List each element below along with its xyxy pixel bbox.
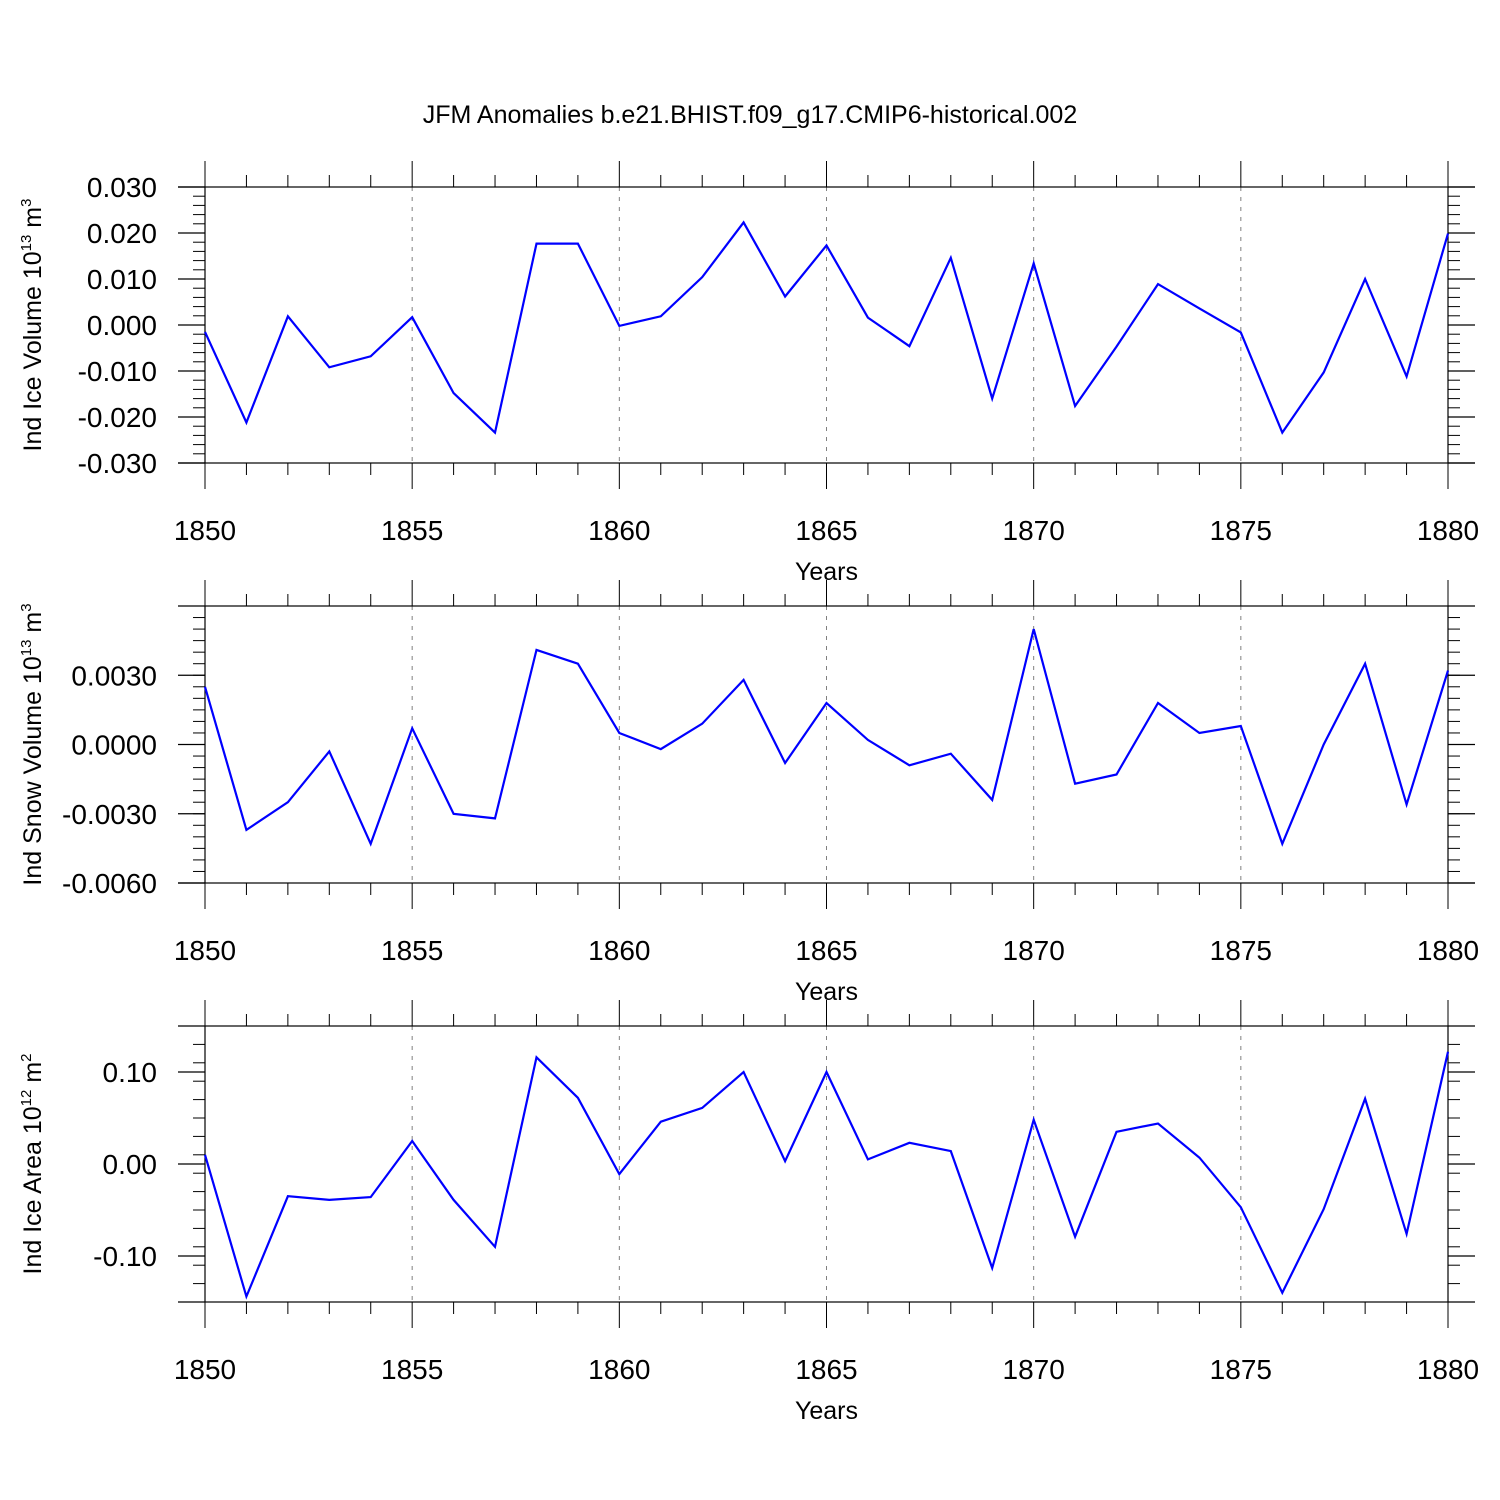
y-label-text: m xyxy=(19,612,47,640)
panel-3: 0.10 0.00 -0.10 1850 1855 1860 1865 1870 1875 188… xyxy=(18,1000,1479,1425)
x-tick-label: 1850 xyxy=(174,935,236,966)
y-tick-label: 0.00 xyxy=(103,1149,158,1180)
x-tick-label: 1865 xyxy=(795,935,857,966)
y-tick-label: -0.0030 xyxy=(62,799,157,830)
y-tick-label: 0.020 xyxy=(87,218,157,249)
x-tick-label: 1880 xyxy=(1417,1354,1479,1385)
y-label-text: Ind Ice Area 10 xyxy=(19,1106,47,1274)
x-tick-label: 1865 xyxy=(795,1354,857,1385)
x-tick-label: 1875 xyxy=(1210,1354,1272,1385)
y-tick-label: -0.0060 xyxy=(62,868,157,899)
x-tick-label: 1860 xyxy=(588,515,650,546)
y-tick-label: 0.000 xyxy=(87,310,157,341)
x-tick-label: 1850 xyxy=(174,515,236,546)
x-tick-label: 1880 xyxy=(1417,935,1479,966)
y-label-text: m xyxy=(19,207,47,235)
x-tick-label: 1880 xyxy=(1417,515,1479,546)
y-axis-label: Ind Ice Area 1012 m2 xyxy=(18,1054,47,1275)
y-tick-label: 0.030 xyxy=(87,172,157,203)
x-axis-label: Years xyxy=(795,1397,858,1425)
y-label-text: m xyxy=(19,1062,47,1090)
y-label-exponent: 3 xyxy=(18,603,35,611)
y-label-text: Ind Ice Volume 10 xyxy=(19,251,47,451)
x-tick-label: 1860 xyxy=(588,1354,650,1385)
panel-1: 0.030 0.020 0.010 0.000 -0.010 -0.020 -0.030 18… xyxy=(18,161,1479,586)
panel-2: 0.0030 0.0000 -0.0030 -0.0060 1850 1855 1860 18… xyxy=(18,580,1479,1006)
y-axis-label: Ind Ice Volume 1013 m3 xyxy=(18,199,47,452)
x-tick-label: 1860 xyxy=(588,935,650,966)
y-label-exponent: 2 xyxy=(18,1054,35,1062)
y-tick-label: -0.020 xyxy=(78,402,157,433)
y-tick-label: -0.030 xyxy=(78,448,157,479)
series-line xyxy=(203,220,1450,435)
x-tick-label: 1870 xyxy=(1003,935,1065,966)
x-tick-label: 1870 xyxy=(1003,515,1065,546)
x-tick-label: 1855 xyxy=(381,1354,443,1385)
x-tick-label: 1850 xyxy=(174,1354,236,1385)
y-label-text: Ind Snow Volume 10 xyxy=(19,656,47,885)
y-tick-label: 0.0000 xyxy=(71,730,157,761)
x-tick-label: 1855 xyxy=(381,515,443,546)
x-tick-label: 1870 xyxy=(1003,1354,1065,1385)
y-tick-label: 0.10 xyxy=(103,1057,158,1088)
y-label-exponent: 13 xyxy=(18,235,35,252)
x-tick-label: 1855 xyxy=(381,935,443,966)
y-label-exponent: 12 xyxy=(18,1090,35,1107)
y-tick-label: 0.0030 xyxy=(71,660,157,691)
y-tick-label: 0.010 xyxy=(87,264,157,295)
y-label-exponent: 3 xyxy=(18,199,35,207)
series-line xyxy=(203,1051,1450,1300)
y-tick-label: -0.10 xyxy=(93,1241,157,1272)
series-line xyxy=(203,628,1450,847)
y-axis-label: Ind Snow Volume 1013 m3 xyxy=(18,603,47,885)
x-tick-label: 1865 xyxy=(795,515,857,546)
y-label-exponent: 13 xyxy=(18,640,35,657)
y-tick-label: -0.010 xyxy=(78,356,157,387)
figure-title: JFM Anomalies b.e21.BHIST.f09_g17.CMIP6-… xyxy=(423,101,1077,129)
x-tick-label: 1875 xyxy=(1210,935,1272,966)
x-tick-label: 1875 xyxy=(1210,515,1272,546)
